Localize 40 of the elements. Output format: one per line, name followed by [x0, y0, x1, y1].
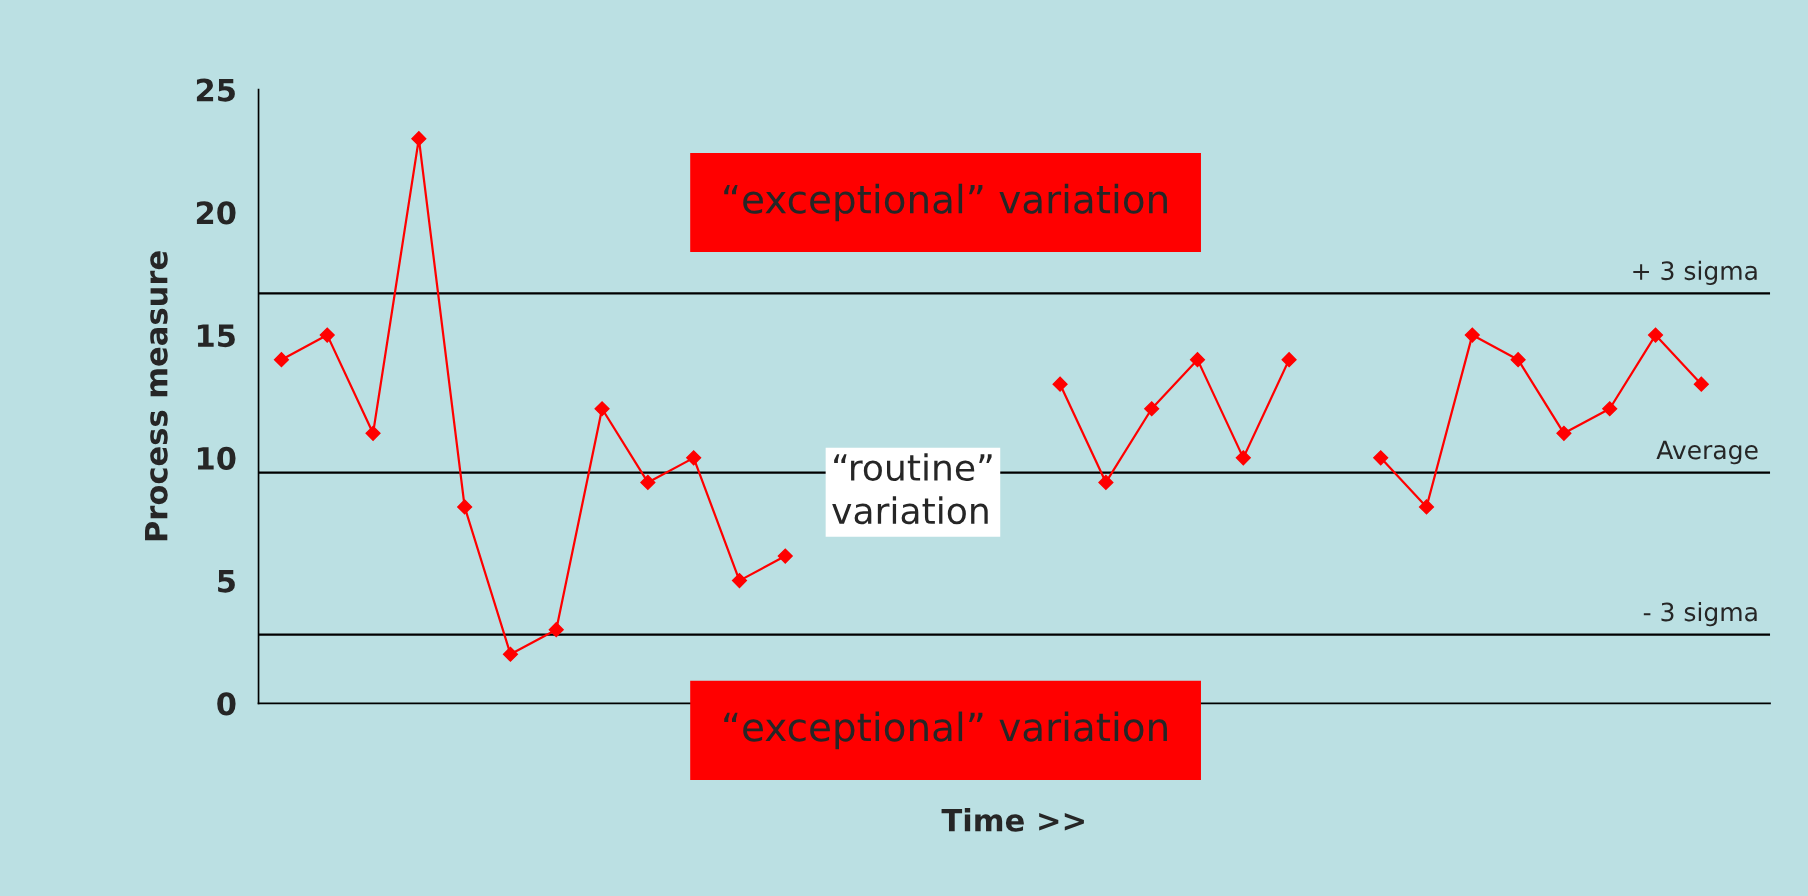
- point: [411, 131, 427, 147]
- point: [502, 646, 519, 662]
- point: [319, 327, 335, 343]
- point: [1052, 376, 1068, 392]
- y-tick-label: 20: [196, 201, 236, 225]
- y-tick-label: 25: [196, 78, 235, 102]
- point: [777, 548, 793, 564]
- y-tick-label: 10: [197, 446, 236, 470]
- point: [273, 352, 290, 368]
- point: [1281, 352, 1297, 368]
- text: “exceptional” variation: [724, 711, 1167, 750]
- y-tick-label: 5: [218, 569, 235, 593]
- annotation: “exceptional” variation: [724, 183, 1167, 222]
- ref-line-label: + 3 sigma: [1633, 260, 1757, 286]
- point: [457, 499, 473, 515]
- ref-line-label: - 3 sigma: [1643, 602, 1757, 627]
- point: [1647, 327, 1664, 343]
- point: [1098, 474, 1114, 490]
- y-tick-label: 0: [217, 692, 236, 716]
- point: [1189, 352, 1206, 368]
- point: [731, 573, 748, 589]
- point: [1556, 425, 1572, 441]
- point: [1510, 352, 1526, 368]
- point: [365, 425, 381, 441]
- x-axis-title: Time >>: [941, 808, 1084, 832]
- point: [594, 401, 610, 417]
- point: [640, 474, 656, 490]
- point: [548, 622, 564, 638]
- point: [1418, 499, 1435, 515]
- y-axis-title: Process measure: [145, 251, 168, 541]
- point: [1373, 450, 1389, 466]
- point: [1144, 401, 1160, 417]
- point: [1693, 376, 1709, 392]
- ref-line-label: Average: [1656, 440, 1758, 465]
- point: [1602, 401, 1618, 417]
- point: [1464, 327, 1480, 343]
- y-tick-label: 15: [197, 324, 235, 348]
- point: [686, 450, 702, 466]
- annotation: “routine” variation: [832, 453, 992, 525]
- point: [1235, 450, 1251, 466]
